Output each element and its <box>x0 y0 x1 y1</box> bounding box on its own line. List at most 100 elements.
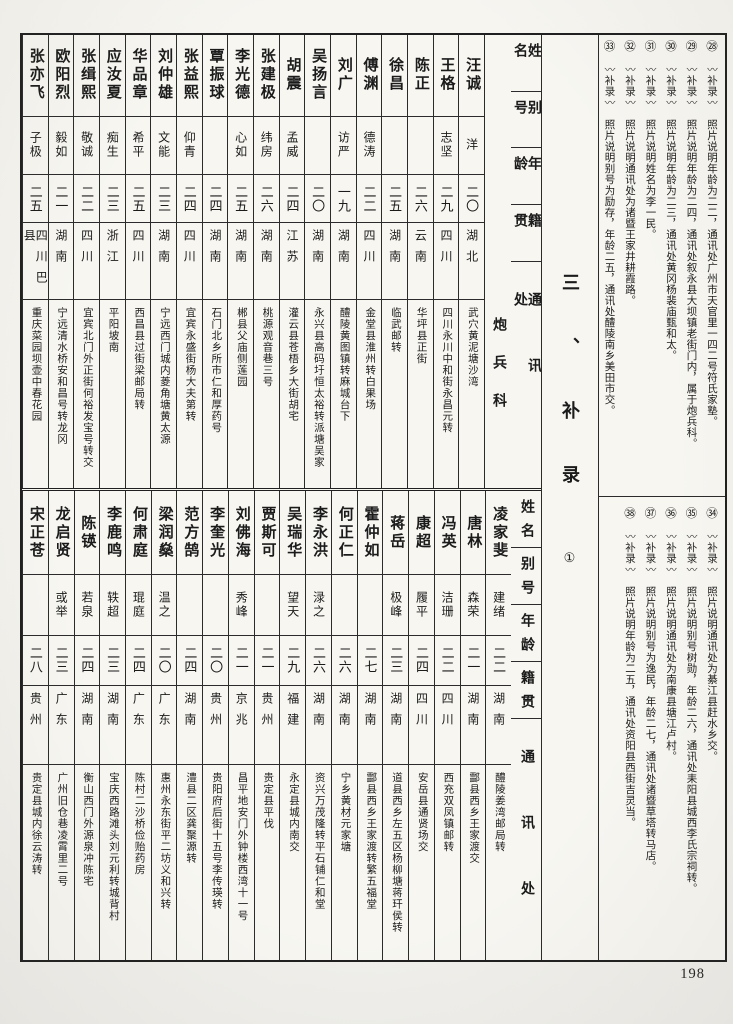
person-native-place: 湖南 <box>331 686 357 766</box>
note-text: 照片说明别号为励存，年龄二五，通讯处醴陵南乡美田市交。 <box>603 119 615 416</box>
branch-column: 炮兵科 <box>484 35 511 488</box>
person-column: 刘仲雄 文能 二三 湖南 宁远西门城内菱角塘黄太源 <box>150 35 176 488</box>
margin-note: ㊱ 〰补录〰 照片说明通讯处为南康县塘江卢村。 <box>660 507 681 955</box>
person-age: 二八 <box>23 636 48 686</box>
person-address: 安岳县通贤场交 <box>416 772 428 853</box>
person-column: 梁润燊 温之 二〇 广东 惠州永东街平二坊义和兴转 <box>150 491 177 960</box>
person-age: 二三 <box>100 636 125 686</box>
person-alias: 访严 <box>330 117 356 176</box>
person-native-place: 贵州 <box>23 686 48 766</box>
person-native-place: 浙江 <box>99 223 125 300</box>
margin-note: ㉜ 〰补录〰 照片说明通讯处为诸暨王家井耕霞路。 <box>619 40 640 491</box>
person-native-place: 湖南 <box>383 686 409 766</box>
person-native-place: 四川 <box>409 686 434 766</box>
person-native-place: 四川 <box>434 686 460 766</box>
person-age: 二九 <box>433 175 459 223</box>
note-label: 〰补录〰 <box>706 530 717 575</box>
person-native-place: 湖南 <box>357 686 383 766</box>
person-column: 李奎光 二〇 贵州 贵阳府后街十五号李传瑛转 <box>202 491 228 960</box>
person-column: 吴瑞华 望天 二九 福建 永定县城内南交 <box>279 491 306 960</box>
person-address: 醴陵黄图镇转麻城台下 <box>338 306 350 422</box>
person-address: 平阳坡南 <box>107 306 119 353</box>
person-address: 灌云县苍梧乡大街胡宅 <box>287 306 299 422</box>
person-native-place: 湖北 <box>459 223 484 300</box>
note-number-icon: ㊲ <box>643 507 656 519</box>
person-address: 澧县二区龚聚源转 <box>185 772 197 865</box>
person-age: 二一 <box>460 636 486 686</box>
person-alias <box>357 575 383 637</box>
note-text: 照片说明年龄为二二，通讯处广州市天官里一四二号符氏家塾。 <box>706 119 717 427</box>
register-tables: 姓名 别号 年龄 籍贯 通讯处 炮兵科 汪诚 洋 二〇 湖北 武穴黄泥塘沙湾 王… <box>21 35 541 960</box>
person-name: 李奎光 <box>203 491 228 576</box>
person-address: 西昌县过街梁邮局转 <box>133 306 145 411</box>
header-age: 年龄 <box>511 605 541 662</box>
person-name: 胡震 <box>279 35 305 117</box>
note-number-icon: ㉚ <box>664 40 676 52</box>
header-native: 籍贯 <box>511 662 541 719</box>
note-text: 照片说明别号为逸民，年龄二七，通讯处诸暨草塔转马店。 <box>644 586 656 872</box>
person-alias: 仰青 <box>176 117 202 176</box>
table-band-top: 姓名 别号 年龄 籍贯 通讯处 炮兵科 汪诚 洋 二〇 湖北 武穴黄泥塘沙湾 王… <box>21 35 541 488</box>
person-native-place: 广东 <box>48 686 74 766</box>
header-contact: 通讯处 <box>512 291 541 424</box>
person-name: 冯英 <box>434 491 460 576</box>
person-age: 二一 <box>228 636 254 686</box>
person-column: 覃振球 二四 湖南 石门北乡所市仁和厚药号 <box>201 35 228 488</box>
person-native-place: 江苏 <box>279 223 305 300</box>
person-age: 二二 <box>356 175 382 223</box>
person-alias: 文能 <box>151 117 176 176</box>
person-alias: 痴生 <box>99 117 125 176</box>
note-label: 〰补录〰 <box>603 63 615 108</box>
person-name: 覃振球 <box>202 35 228 117</box>
person-name: 吴扬言 <box>305 35 330 117</box>
person-alias: 极峰 <box>383 575 409 637</box>
person-age: 二三 <box>99 175 125 223</box>
note-label: 〰补录〰 <box>665 530 676 575</box>
person-native-place: 湖南 <box>382 223 407 300</box>
person-column: 范方鹄 二四 湖南 澧县二区龚聚源转 <box>176 491 203 960</box>
person-column: 汪诚 洋 二〇 湖北 武穴黄泥塘沙湾 <box>458 35 484 488</box>
person-alias: 洋 <box>459 117 484 176</box>
person-alias <box>407 117 433 176</box>
person-address: 衡山西门外源泉冲陈宅 <box>82 772 94 888</box>
person-alias: 毅如 <box>48 117 74 176</box>
note-label: 〰补录〰 <box>644 530 656 575</box>
person-native-place: 四川 <box>176 223 202 300</box>
person-column: 何肃庭 琨庭 二四 广东 陈村二沙桥俭贻药房 <box>124 491 151 960</box>
person-alias: 纬房 <box>253 117 279 176</box>
header-contact: 通讯处 <box>519 749 534 947</box>
person-name: 王格 <box>433 35 459 117</box>
person-name: 范方鹄 <box>177 491 203 576</box>
person-column: 应汝夏 痴生 二三 浙江 平阳坡南 <box>98 35 125 488</box>
section-title-text: 三、补录 <box>560 273 580 529</box>
person-address: 郴县父庙侧莲园 <box>235 306 247 388</box>
note-text: 照片说明姓名为李一民。 <box>644 119 656 240</box>
person-column: 何正仁 二六 湖南 宁乡黄材元家塘 <box>330 491 357 960</box>
person-column: 李光德 心如 二五 湖南 郴县父庙侧莲园 <box>227 35 253 488</box>
person-column: 吴扬言 二〇 湖南 永兴县高码圩恒太裕转派塘吴家 <box>304 35 330 488</box>
note-number-icon: ㉞ <box>705 507 717 519</box>
person-address: 宜宾北门外正街何裕发宝号转交 <box>81 306 93 468</box>
person-address: 四川永川中和街永昌元转 <box>441 306 453 434</box>
person-alias: 温之 <box>151 575 177 637</box>
person-alias: 敬诚 <box>74 117 99 176</box>
person-address: 酃县西乡王家渡转繁五福堂 <box>365 772 377 911</box>
note-text: 照片说明年龄为二五，通讯处资阳县西街吉灵当。 <box>624 586 635 828</box>
person-age: 二四 <box>202 175 228 223</box>
person-name: 龙启贤 <box>48 491 74 576</box>
person-native-place: 湖南 <box>100 686 125 766</box>
person-age: 二六 <box>253 175 279 223</box>
person-name: 傅渊 <box>356 35 382 117</box>
person-alias: 琨庭 <box>125 575 151 637</box>
note-number-icon: ㉛ <box>643 40 656 52</box>
person-address: 永兴县高码圩恒太裕转派塘吴家 <box>312 306 324 468</box>
person-name: 陈锳 <box>74 491 100 576</box>
person-column: 凌家斐 建绪 二二 湖南 醴陵姜湾邮局转 <box>485 491 511 960</box>
person-age: 二五 <box>22 175 48 223</box>
person-column: 陈正 二六 云南 华坪县正街 <box>406 35 433 488</box>
note-text: 照片说明别号树勋，年龄二六，通讯处耒阳县城西李氏宗祠转。 <box>685 586 697 894</box>
person-name: 刘佛海 <box>228 491 254 576</box>
note-number-icon: ㊳ <box>623 507 635 519</box>
person-age: 二〇 <box>151 636 177 686</box>
person-age: 二四 <box>125 636 151 686</box>
